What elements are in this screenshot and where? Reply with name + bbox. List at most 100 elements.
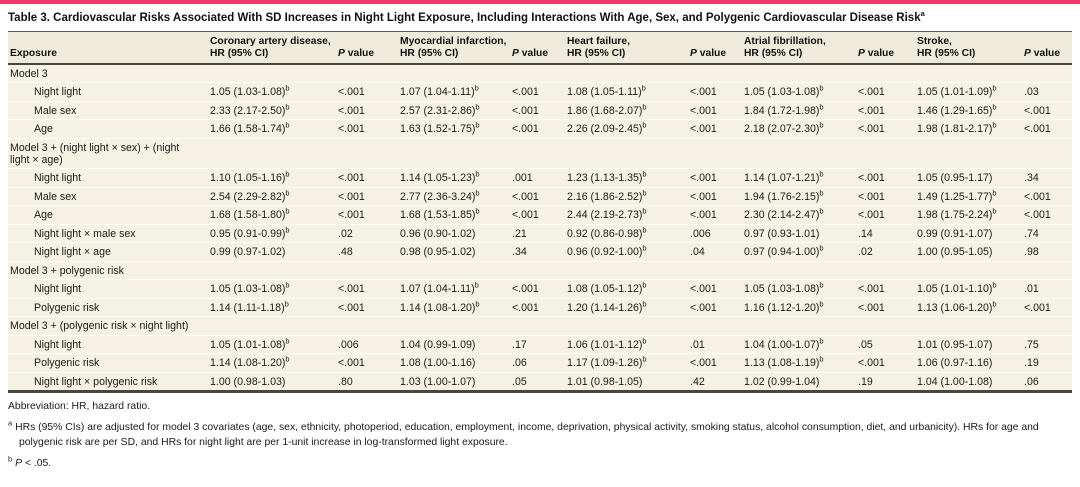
pvalue-cell: .19 [1022, 353, 1072, 373]
pvalue-cell: .001 [510, 168, 565, 188]
significance-marker: b [642, 120, 647, 130]
significance-marker: b [285, 101, 290, 111]
pvalue-cell: .01 [688, 335, 742, 354]
significance-marker: b [992, 101, 997, 111]
significance-marker: b [474, 83, 479, 93]
significance-marker: b [475, 187, 480, 197]
hr-cell: 1.23 (1.13-1.35)b [565, 168, 688, 188]
significance-marker: b [642, 187, 647, 197]
significance-marker: b [819, 206, 824, 216]
pvalue-cell: <.001 [336, 101, 398, 120]
hr-cell: 2.77 (2.36-3.24)b [398, 187, 510, 206]
pvalue-cell: <.001 [510, 205, 565, 225]
col-header-2: P value [336, 31, 398, 65]
hr-cell: 1.46 (1.29-1.65)b [915, 101, 1022, 120]
pvalue-cell: .42 [688, 372, 742, 393]
row-label: Polygenic risk [8, 298, 208, 317]
significance-marker: b [474, 280, 479, 290]
pvalue-cell: <.001 [336, 353, 398, 373]
table-row: Night light × polygenic risk 1.00 (0.98-1… [8, 372, 1072, 393]
significance-marker: b [992, 83, 997, 93]
significance-marker: b [642, 335, 647, 345]
hr-cell: 1.01 (0.98-1.05) [565, 372, 688, 393]
row-label: Male sex [8, 187, 208, 206]
pvalue-cell: <.001 [510, 187, 565, 206]
pvalue-cell: <.001 [856, 353, 915, 373]
significance-marker: b [992, 187, 997, 197]
significance-marker: b [642, 243, 647, 253]
hr-cell: 1.04 (1.00-1.08) [915, 372, 1022, 393]
significance-marker: b [819, 187, 824, 197]
pvalue-cell: .34 [1022, 168, 1072, 188]
col-header-9: Stroke, HR (95% CI) [915, 31, 1022, 65]
hr-cell: 1.13 (1.06-1.20)b [915, 298, 1022, 317]
row-label: Age [8, 119, 208, 139]
hr-cell: 1.14 (1.08-1.20)b [398, 298, 510, 317]
significance-marker: b [992, 206, 997, 216]
table-row: Age 1.68 (1.58-1.80)b <.001 1.68 (1.53-1.85… [8, 205, 1072, 225]
table-row: Night light 1.05 (1.03-1.08)b <.001 1.07 (1… [8, 279, 1072, 299]
col-header-0: Exposure [8, 31, 208, 65]
significance-marker: b [819, 280, 824, 290]
significance-marker: b [642, 354, 647, 364]
pvalue-cell: <.001 [1022, 298, 1072, 317]
pvalue-cell: .02 [336, 224, 398, 243]
pvalue-cell: <.001 [336, 279, 398, 299]
hr-cell: 1.01 (0.95-1.07) [915, 335, 1022, 354]
pvalue-cell: <.001 [856, 298, 915, 317]
hr-cell: 1.86 (1.68-2.07)b [565, 101, 688, 120]
hr-cell: 1.07 (1.04-1.11)b [398, 279, 510, 299]
significance-marker: b [819, 83, 824, 93]
col-header-1: Coronary artery disease, HR (95% CI) [208, 31, 336, 65]
footnote-b-text: < .05. [24, 458, 52, 469]
pvalue-cell: .19 [856, 372, 915, 393]
footnotes: Abbreviation: HR, hazard ratio. a HRs (9… [8, 400, 1072, 472]
row-label: Night light × age [8, 242, 208, 262]
row-label: Night light [8, 82, 208, 102]
footnote-a-marker: a [8, 418, 13, 428]
hr-cell: 1.04 (1.00-1.07)b [742, 335, 856, 354]
significance-marker: b [285, 206, 290, 216]
pvalue-cell: <.001 [336, 205, 398, 225]
row-label: Polygenic risk [8, 353, 208, 373]
hr-cell: 1.14 (1.11-1.18)b [208, 298, 336, 317]
pvalue-cell: .01 [1022, 279, 1072, 299]
significance-marker: b [285, 120, 290, 130]
pvalue-cell: <.001 [688, 82, 742, 102]
significance-marker: b [475, 120, 480, 130]
pvalue-cell: .21 [510, 224, 565, 243]
abbreviation-note: Abbreviation: HR, hazard ratio. [8, 401, 151, 412]
hr-cell: 1.84 (1.72-1.98)b [742, 101, 856, 120]
hr-cell: 1.68 (1.58-1.80)b [208, 205, 336, 225]
significance-marker: b [642, 224, 647, 234]
hr-cell: 1.98 (1.81-2.17)b [915, 119, 1022, 139]
significance-marker: b [819, 243, 824, 253]
col-header-7: Atrial fibrillation, HR (95% CI) [742, 31, 856, 65]
significance-marker: b [819, 298, 824, 308]
pvalue-cell: <.001 [856, 101, 915, 120]
pvalue-cell: <.001 [688, 187, 742, 206]
hr-cell: 1.03 (1.00-1.07) [398, 372, 510, 393]
hr-cell: 1.16 (1.12-1.20)b [742, 298, 856, 317]
significance-marker: b [819, 101, 824, 111]
footnote-a-text: HRs (95% CIs) are adjusted for model 3 c… [15, 422, 1039, 448]
significance-marker: b [641, 83, 646, 93]
pvalue-cell: <.001 [856, 119, 915, 139]
pvalue-cell: .98 [1022, 242, 1072, 262]
significance-marker: b [642, 101, 647, 111]
hr-cell: 1.49 (1.25-1.77)b [915, 187, 1022, 206]
significance-marker: b [285, 335, 290, 345]
pvalue-cell: .06 [510, 353, 565, 373]
hr-cell: 1.06 (0.97-1.16) [915, 353, 1022, 373]
section-header: Model 3 [8, 63, 1072, 83]
hr-cell: 1.00 (0.95-1.05) [915, 242, 1022, 262]
row-label: Night light × male sex [8, 224, 208, 243]
significance-marker: b [285, 280, 290, 290]
pvalue-cell: .34 [510, 242, 565, 262]
pvalue-cell: <.001 [856, 279, 915, 299]
hr-cell: 1.14 (1.05-1.23)b [398, 168, 510, 188]
table-title: Table 3. Cardiovascular Risks Associated… [8, 10, 1072, 25]
hr-cell: 1.05 (1.01-1.09)b [915, 82, 1022, 102]
pvalue-cell: <.001 [336, 168, 398, 188]
pvalue-cell: <.001 [1022, 119, 1072, 139]
